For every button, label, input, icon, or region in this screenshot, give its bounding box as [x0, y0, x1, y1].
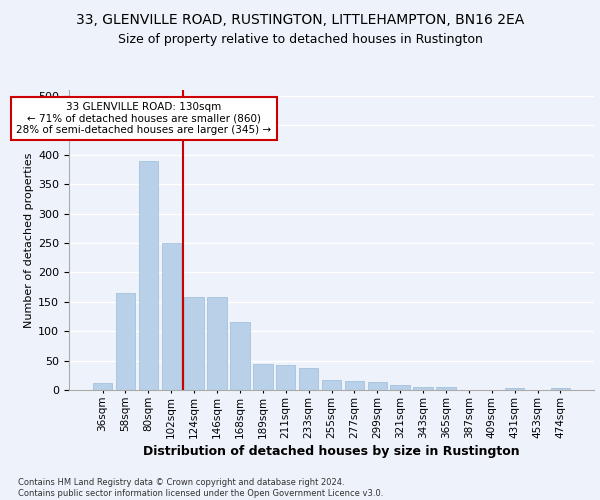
Text: Size of property relative to detached houses in Rustington: Size of property relative to detached ho…: [118, 32, 482, 46]
Bar: [391, 386, 410, 390]
Bar: [184, 297, 204, 390]
Bar: [505, 388, 524, 390]
Text: 33 GLENVILLE ROAD: 130sqm
← 71% of detached houses are smaller (860)
28% of semi: 33 GLENVILLE ROAD: 130sqm ← 71% of detac…: [16, 102, 271, 135]
Bar: [161, 243, 181, 390]
Bar: [208, 297, 227, 390]
Bar: [436, 387, 455, 390]
Bar: [322, 380, 341, 390]
Bar: [344, 381, 364, 390]
Text: Contains HM Land Registry data © Crown copyright and database right 2024.
Contai: Contains HM Land Registry data © Crown c…: [18, 478, 383, 498]
Bar: [299, 368, 319, 390]
Bar: [93, 383, 112, 390]
Bar: [551, 388, 570, 390]
Bar: [230, 322, 250, 390]
Y-axis label: Number of detached properties: Number of detached properties: [24, 152, 34, 328]
Bar: [413, 387, 433, 390]
Bar: [116, 293, 135, 390]
Bar: [139, 160, 158, 390]
Bar: [253, 364, 272, 390]
Bar: [368, 382, 387, 390]
Bar: [276, 366, 295, 390]
Text: 33, GLENVILLE ROAD, RUSTINGTON, LITTLEHAMPTON, BN16 2EA: 33, GLENVILLE ROAD, RUSTINGTON, LITTLEHA…: [76, 12, 524, 26]
X-axis label: Distribution of detached houses by size in Rustington: Distribution of detached houses by size …: [143, 444, 520, 458]
